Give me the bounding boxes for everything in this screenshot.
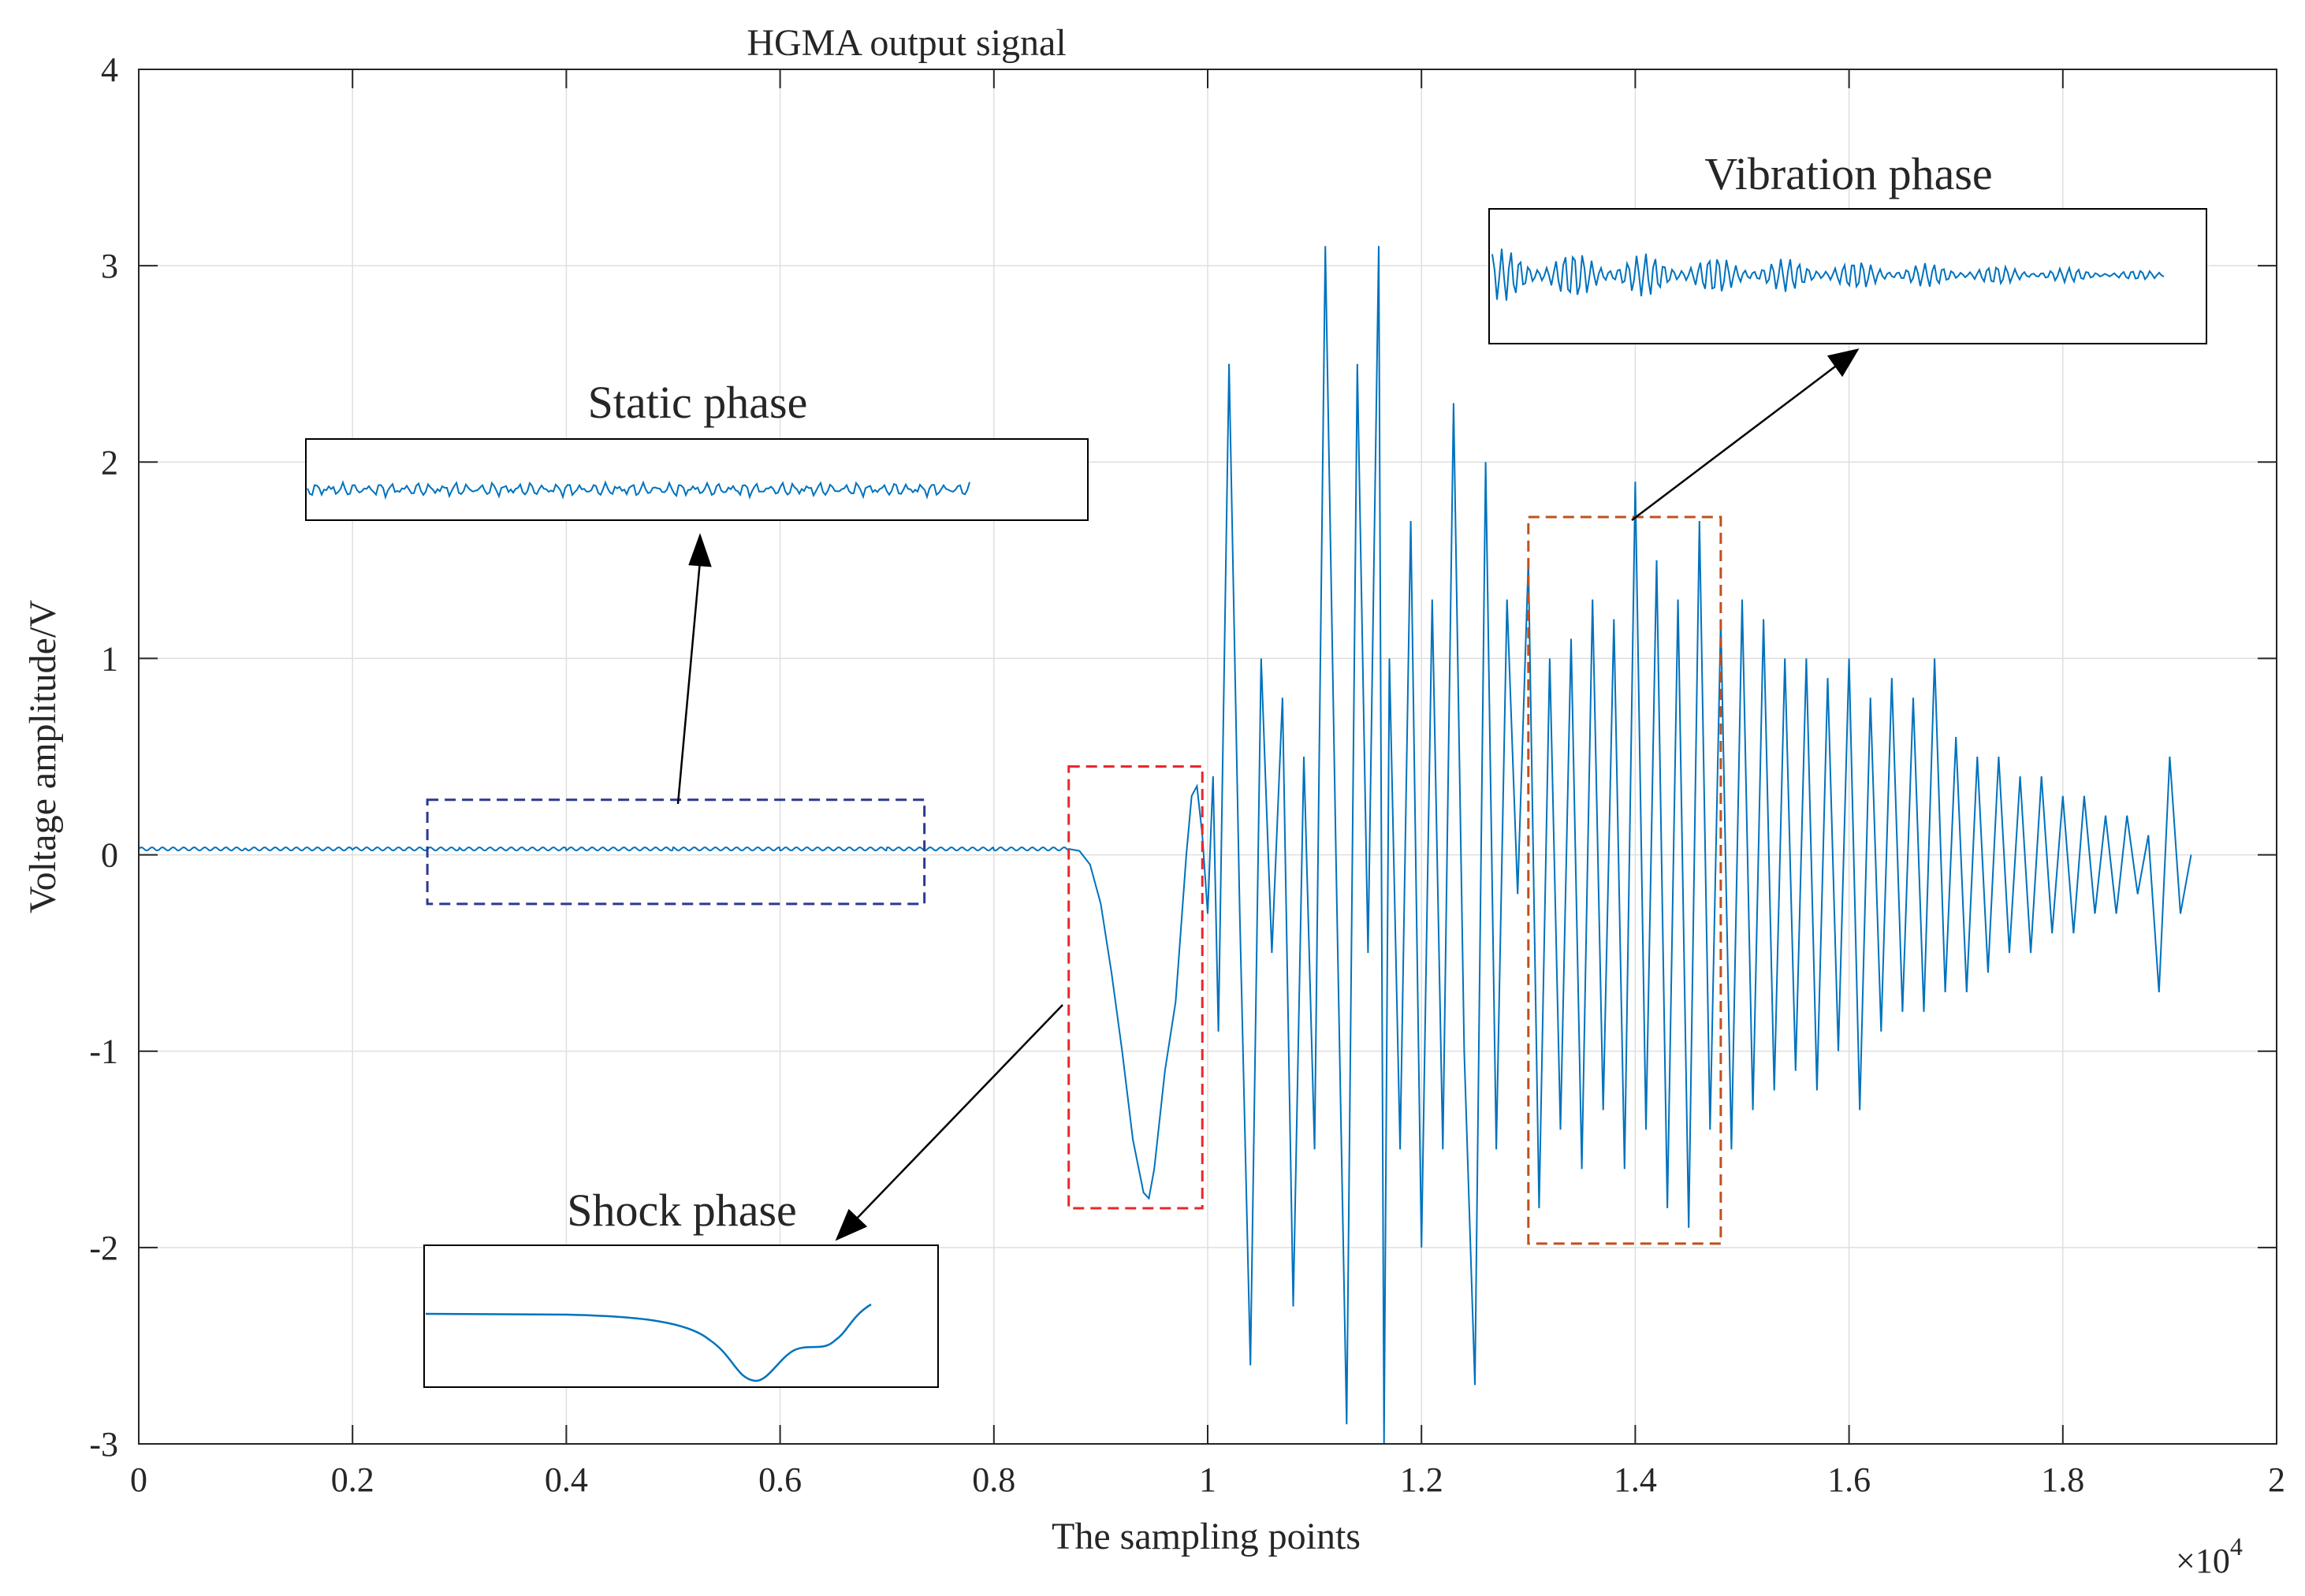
static-arrow-line — [676, 560, 702, 805]
inset-vibration: Vibration phase — [1488, 148, 2207, 344]
y-tick-label: -3 — [89, 1425, 118, 1464]
y-tick-label: 0 — [101, 836, 118, 875]
inset-static: Static phase — [305, 377, 1089, 521]
region-box-1 — [1067, 765, 1204, 1210]
region-box-2 — [1527, 515, 1722, 1245]
x-tick-label: 0.8 — [972, 1460, 1015, 1499]
y-tick-label: 1 — [101, 639, 118, 678]
region-box-0 — [426, 798, 926, 906]
y-tick-labels: 4 3 2 1 0 -1 -2 -3 — [89, 50, 118, 1464]
x-exponent-label: ×104 — [2176, 1532, 2243, 1580]
inset-vibration-frame — [1488, 208, 2207, 344]
y-tick-label: 3 — [101, 247, 118, 285]
inset-static-signal — [307, 480, 970, 500]
x-exponent-base: ×10 — [2176, 1542, 2230, 1580]
inset-shock-title: Shock phase — [567, 1185, 797, 1236]
inset-static-title: Static phase — [588, 377, 808, 428]
x-tick-label: 1.4 — [1614, 1460, 1657, 1499]
chart-title: HGMA output signal — [747, 22, 1066, 64]
series-group — [138, 246, 2192, 1445]
annotation-arrows — [676, 348, 1860, 1241]
vibration-arrow-line — [1631, 363, 1839, 521]
series-line — [138, 246, 2192, 1445]
x-tick-label: 0.4 — [545, 1460, 588, 1499]
x-tick-label: 1.2 — [1400, 1460, 1443, 1499]
inset-shock: Shock phase — [423, 1185, 939, 1388]
inset-vibration-title: Vibration phase — [1704, 148, 1992, 199]
x-tick-label: 0.6 — [758, 1460, 802, 1499]
inset-vibration-signal — [1491, 248, 2165, 301]
inset-shock-frame — [423, 1244, 939, 1388]
static-arrow-head — [688, 533, 712, 567]
x-tick-label: 1.6 — [1827, 1460, 1871, 1499]
y-tick-label: 2 — [101, 443, 118, 482]
x-exponent-power: 4 — [2230, 1532, 2243, 1561]
x-tick-label: 1.8 — [2041, 1460, 2084, 1499]
shock-arrow-head — [835, 1208, 868, 1241]
y-axis-label: Voltage amplitude/V — [22, 600, 64, 913]
x-tick-label: 0 — [130, 1460, 147, 1499]
y-tick-label: -1 — [89, 1032, 118, 1071]
x-tick-label: 0.2 — [331, 1460, 374, 1499]
y-tick-label: -2 — [89, 1229, 118, 1267]
y-tick-label: 4 — [101, 50, 118, 89]
x-tick-label: 2 — [2268, 1460, 2285, 1499]
y-tick-marks — [139, 69, 2277, 1445]
inset-static-frame — [305, 438, 1089, 521]
region-boxes — [426, 515, 1722, 1245]
x-axis-label: The sampling points — [1052, 1516, 1361, 1557]
x-tick-label: 1 — [1199, 1460, 1216, 1499]
vibration-arrow-head — [1826, 348, 1860, 378]
x-tick-marks — [138, 69, 2277, 1444]
x-tick-labels: 0 0.2 0.4 0.6 0.8 1 1.2 1.4 1.6 1.8 2 — [130, 1460, 2285, 1499]
inset-shock-signal — [425, 1303, 872, 1382]
shock-arrow-line — [855, 1004, 1063, 1221]
